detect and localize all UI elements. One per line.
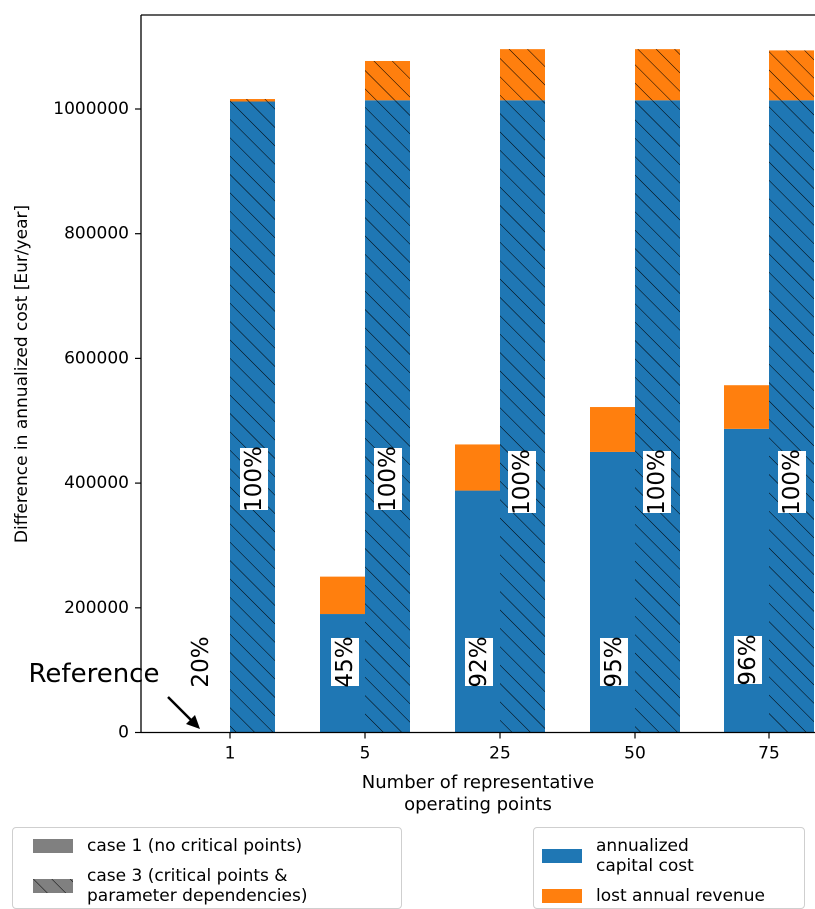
legend-item-capital: annualized capital cost [542, 836, 694, 876]
hatch-revenue-50 [635, 49, 680, 101]
bar-revenue-case1-50 [590, 407, 635, 452]
y-axis-label: Difference in annualized cost [Eur/year] [12, 205, 32, 543]
annotation-arrowhead [186, 715, 200, 729]
hatch-capital-25 [500, 100, 545, 733]
percent-label-box [734, 636, 762, 684]
legend-item-case-3: case 3 (critical points & parameter depe… [33, 866, 307, 906]
percent-label-case3-50: 100% [644, 449, 670, 515]
legend-label-case-1: case 1 (no critical points) [87, 836, 303, 856]
bar-revenue-case1-5 [320, 576, 365, 615]
y-tick-label: 600000 [64, 348, 129, 368]
percent-label-case3-1: 100% [241, 446, 267, 512]
bar-capital-case1-50 [590, 451, 635, 733]
legend-label-case-3: case 3 (critical points & parameter depe… [87, 866, 308, 906]
axes: 0 200000 400000 600000 800000 1000000 1 5 25 50 75… [12, 14, 815, 815]
y-tick-label: 200000 [64, 598, 129, 618]
percent-label-box [508, 451, 536, 513]
percent-label-case1-75: 96% [735, 634, 761, 685]
legend-item-revenue: lost annual revenue [542, 886, 765, 906]
percent-labels: 20% 45% 92% 95% 96% 100% 100% 100% 100% 100% [188, 446, 806, 688]
x-axis-label: Number of representative operating points [362, 772, 594, 815]
x-tick-label: 1 [225, 744, 236, 764]
bar-revenue-case1-25 [455, 444, 500, 491]
percent-label-box [331, 638, 359, 686]
hatch-revenue-5 [365, 60, 410, 101]
percent-label-case1-50: 95% [601, 636, 627, 687]
percent-label-box [778, 451, 806, 513]
bar-revenue-case1-75 [724, 385, 769, 429]
hatch-revenue-75 [769, 50, 814, 101]
y-tick-label: 800000 [64, 224, 129, 244]
percent-label-case3-5: 100% [375, 446, 401, 512]
y-tick-label: 400000 [64, 473, 129, 493]
percent-label-case3-25: 100% [509, 449, 535, 515]
x-tick-label: 5 [360, 744, 371, 764]
bar-capital-case1-25 [455, 490, 500, 733]
percent-label-box [600, 638, 628, 686]
annotation: Reference [29, 659, 200, 729]
percent-label-case1-5: 45% [332, 636, 358, 687]
hatch-capital-75 [769, 100, 814, 733]
x-tick-label: 75 [758, 744, 780, 764]
legend-swatch-hatched [33, 879, 73, 893]
bar-capital-case1-75 [724, 428, 769, 733]
percent-label-box [240, 448, 268, 510]
legend-label-capital: annualized capital cost [596, 836, 694, 876]
hatch-capital-50 [635, 100, 680, 733]
hatch-capital-1 [230, 101, 275, 733]
hatch-revenue-25 [500, 49, 545, 101]
percent-label-box [374, 448, 402, 510]
x-tick-label: 25 [489, 744, 511, 764]
legend-swatch-solid [33, 839, 73, 853]
percent-label-case1-1: 20% [188, 636, 214, 687]
percent-label-box [465, 638, 493, 686]
y-tick-label: 0 [118, 723, 129, 743]
bars [230, 49, 814, 733]
legend-swatch-revenue [542, 889, 582, 903]
legend-case: case 1 (no critical points) case 3 (crit… [12, 827, 402, 909]
hatch-capital-5 [365, 100, 410, 733]
percent-label-case1-25: 92% [466, 636, 492, 687]
annotation-reference: Reference [29, 659, 160, 689]
legend-item-case-1: case 1 (no critical points) [33, 836, 302, 856]
legend-label-revenue: lost annual revenue [596, 886, 765, 906]
legend-swatch-capital [542, 849, 582, 863]
y-tick-label: 1000000 [53, 99, 129, 119]
percent-label-box [643, 451, 671, 513]
x-tick-label: 50 [624, 744, 646, 764]
legend-cost: annualized capital cost lost annual reve… [533, 827, 805, 909]
hatch-revenue-1 [230, 99, 275, 102]
percent-label-case3-75: 100% [779, 449, 805, 515]
